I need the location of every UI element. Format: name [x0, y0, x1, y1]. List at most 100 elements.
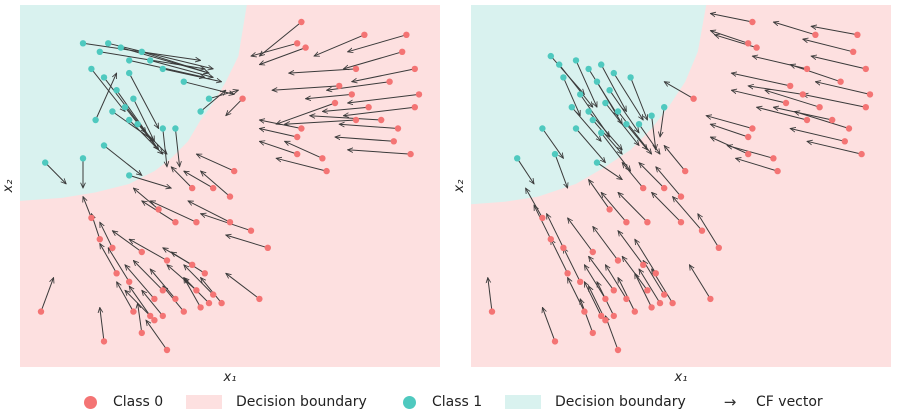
class0-point [201, 270, 208, 277]
legend-item-cf-vector: → CF vector [720, 388, 823, 416]
cf-vector-arrow [100, 244, 118, 274]
class0-point [151, 317, 158, 324]
class1-point [42, 159, 49, 166]
legend-label-class1: Class 1 [432, 394, 483, 410]
cf-vector-arrow [516, 158, 534, 184]
cf-vector-arrow [201, 171, 231, 197]
class0-point [365, 104, 372, 111]
legend-item-boundary1: Decision boundary [505, 388, 686, 416]
class1-point [661, 104, 668, 111]
cf-vector-arrow [259, 47, 306, 65]
cf-vector-arrow [605, 102, 639, 146]
class0-point [399, 48, 406, 55]
class1-point [96, 48, 104, 55]
class0-point [239, 95, 246, 102]
cf-vector-arrow [673, 197, 703, 232]
class1-point [130, 95, 137, 102]
class0-point [302, 44, 309, 51]
cf-vector-arrow [251, 42, 298, 56]
cf-vector-arrow [600, 132, 630, 171]
cf-vector-arrow [613, 72, 643, 120]
cf-vector-arrow [112, 111, 154, 142]
cf-vector-arrow [618, 278, 636, 312]
class0-point [644, 287, 651, 294]
cf-vector-arrow [348, 150, 411, 155]
class0-point [151, 295, 158, 303]
class0-point [180, 308, 187, 315]
cf-vector-arrow [133, 261, 164, 291]
class0-point [189, 261, 196, 268]
class0-point [866, 91, 874, 98]
class0-point [829, 116, 836, 124]
class0-point [172, 219, 179, 226]
class0-point [564, 270, 571, 277]
class1-region [20, 5, 247, 201]
cf-vector-arrow [736, 158, 778, 172]
class0-point [770, 155, 777, 162]
legend-label-boundary0: Decision boundary [236, 394, 367, 410]
class0-point [378, 116, 385, 124]
class0-point [113, 270, 120, 277]
cf-vector-arrow [589, 180, 611, 210]
cf-vector-arrow [815, 82, 871, 95]
class0-point [352, 116, 360, 124]
class1-point [79, 155, 87, 162]
class1-point [593, 159, 601, 166]
class1-point [134, 121, 141, 128]
cf-vector-arrow [259, 21, 302, 56]
cf-vector-arrow [731, 73, 791, 87]
class0-point [690, 95, 697, 102]
class1-point [585, 65, 592, 73]
cf-vector-arrow [547, 214, 564, 249]
class0-point [669, 299, 676, 307]
class0-point [677, 193, 685, 200]
class1-point [606, 87, 613, 94]
class0-point [210, 291, 217, 298]
class0-point [155, 206, 162, 213]
legend-item-boundary0: Decision boundary [186, 388, 367, 416]
cf-vector-arrow [794, 112, 850, 129]
cf-vector-arrow [790, 65, 841, 83]
class0-point [841, 138, 848, 145]
cf-vector-arrow [171, 167, 193, 189]
cf-vector-arrow [108, 248, 130, 283]
legend-item-class1: Class 1 [403, 388, 482, 416]
class1-point [138, 48, 145, 55]
cf-vector-arrow [226, 235, 268, 249]
cf-vector-arrow [117, 282, 134, 312]
cf-vector-arrow [571, 106, 601, 141]
cf-vector-arrow [129, 239, 168, 261]
cf-vector-arrow [200, 90, 226, 112]
cf-vector-arrow [584, 265, 606, 300]
class0-point [715, 244, 722, 251]
cf-vector-arrow [150, 200, 197, 223]
class0-point [205, 299, 213, 307]
class1-point [593, 78, 601, 85]
class1-point [568, 104, 575, 111]
cf-vector-arrow [184, 278, 202, 308]
legend-item-class0: Class 0 [84, 388, 163, 416]
cf-vector-arrow [44, 162, 66, 184]
class0-point [602, 317, 609, 324]
class0-point [37, 308, 45, 315]
class0-point [787, 82, 794, 90]
class1-marker-icon [403, 395, 416, 409]
class1-point [572, 125, 580, 132]
class0-point [394, 125, 402, 132]
class1-point [551, 150, 559, 158]
class0-point [749, 18, 756, 26]
class0-point [210, 184, 217, 192]
class0-point [130, 308, 137, 315]
class0-point [749, 125, 756, 132]
class0-point [799, 91, 806, 98]
cf-vector-arrow [196, 153, 235, 172]
class0-point [96, 236, 104, 243]
class1-point [92, 116, 99, 124]
legend-label-cf-vector: CF vector [756, 394, 823, 410]
cf-vector-arrow [226, 98, 243, 116]
region1-swatch-icon [505, 395, 541, 409]
cf-vector-arrow [95, 73, 118, 121]
cf-vector-arrow [100, 222, 113, 249]
class0-point [816, 104, 823, 111]
cf-vector-arrow [811, 56, 866, 70]
